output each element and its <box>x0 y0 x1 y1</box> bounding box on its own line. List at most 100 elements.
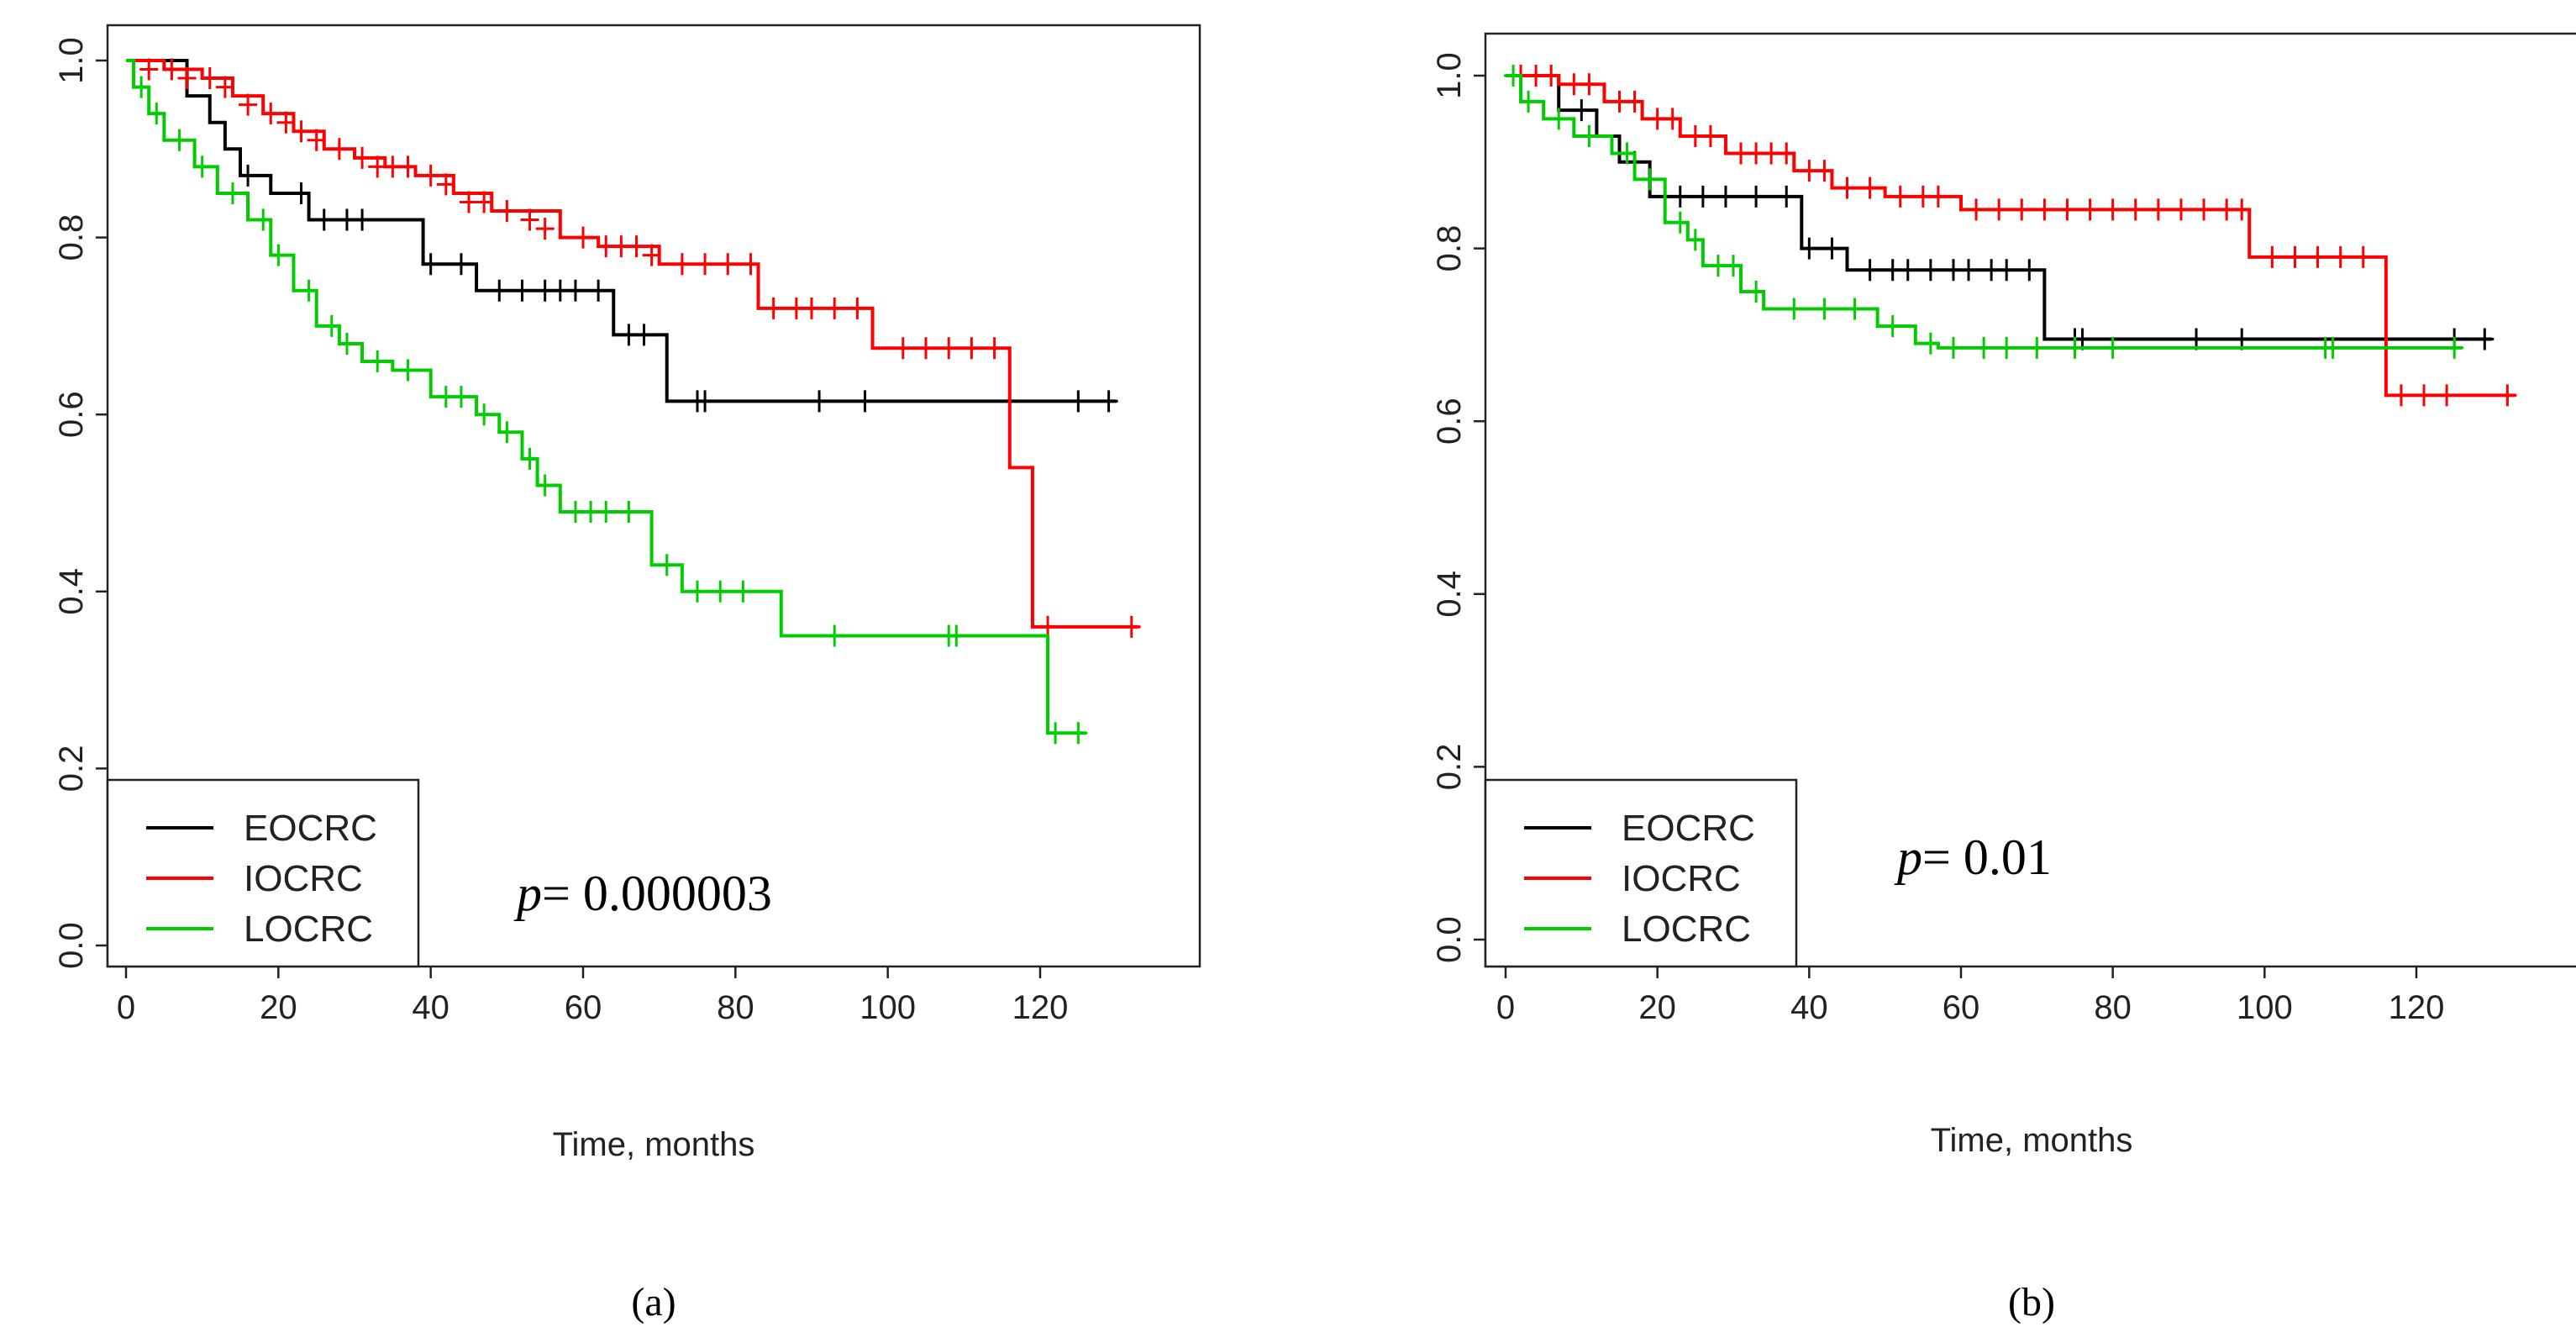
y-tick-label: 0.2 <box>53 745 90 793</box>
censor-mark-eocrc <box>239 164 258 187</box>
censor-mark-iocrc <box>398 155 418 178</box>
x-tick-label: 60 <box>565 989 602 1026</box>
censor-mark-iocrc <box>292 120 311 143</box>
legend-label-eocrc: EOCRC <box>1622 808 1755 849</box>
censor-mark-iocrc <box>718 253 738 276</box>
censor-mark-locrc <box>535 474 555 497</box>
censor-mark-eocrc <box>314 208 334 231</box>
y-tick-label: 0.8 <box>53 214 90 261</box>
p-value-text: = 0.000003 <box>542 866 772 921</box>
censor-mark-eocrc <box>1099 390 1118 413</box>
censor-mark-iocrc <box>436 173 455 196</box>
x-tick-label: 120 <box>1012 989 1069 1026</box>
censor-mark-iocrc <box>177 67 197 90</box>
censor-mark-iocrc <box>139 58 159 81</box>
censor-mark-iocrc <box>421 164 440 187</box>
censor-mark-iocrc <box>2232 198 2252 221</box>
legend-label-iocrc: IOCRC <box>1622 858 1741 899</box>
x-tick-label: 80 <box>2094 989 2132 1026</box>
censor-mark-locrc <box>1815 298 1834 320</box>
censor-mark-iocrc <box>893 337 912 360</box>
legend: EOCRC IOCRC LOCRC <box>1484 778 1798 968</box>
censor-mark-locrc <box>1997 336 2016 359</box>
legend: EOCRC IOCRC LOCRC <box>106 778 420 968</box>
censor-mark-iocrc <box>520 208 539 231</box>
censor-mark-locrc <box>733 580 753 603</box>
x-tick-label: 0 <box>117 989 135 1026</box>
censor-mark-locrc <box>269 244 288 266</box>
censor-mark-iocrc <box>2035 198 2054 221</box>
x-tick-label: 120 <box>2389 989 2445 1026</box>
censor-mark-locrc <box>2323 336 2342 359</box>
censor-mark-eocrc <box>292 182 311 204</box>
x-tick-label: 20 <box>1638 989 1676 1026</box>
p-value-annotation: p= 0.01 <box>1894 830 2052 885</box>
p-value-annotation: p= 0.000003 <box>513 866 772 921</box>
y-tick-label: 0.0 <box>53 922 90 969</box>
censor-mark-eocrc <box>855 390 875 413</box>
censor-mark-eocrc <box>421 253 440 276</box>
censor-mark-locrc <box>1685 229 1705 251</box>
censor-mark-eocrc <box>1747 185 1766 208</box>
censor-mark-iocrc <box>848 297 867 319</box>
censor-mark-locrc <box>657 554 676 577</box>
censor-mark-locrc <box>170 129 189 151</box>
censor-mark-locrc <box>1617 142 1637 165</box>
censor-mark-iocrc <box>1860 176 1879 199</box>
censor-mark-iocrc <box>353 146 372 169</box>
km-curve-iocrc <box>126 59 1139 629</box>
censor-mark-iocrc <box>1542 65 1561 87</box>
legend-box <box>1484 778 1798 968</box>
km-curve-eocrc <box>126 59 1117 403</box>
legend-label-eocrc: EOCRC <box>244 808 377 849</box>
censor-mark-locrc <box>1069 722 1088 745</box>
censor-mark-iocrc <box>475 191 494 213</box>
censor-mark-eocrc <box>513 279 532 302</box>
censor-mark-iocrc <box>939 337 959 360</box>
y-tick-label: 0.2 <box>1431 744 1468 791</box>
x-tick-label: 60 <box>1943 989 1980 1026</box>
x-tick-label: 100 <box>2237 989 2293 1026</box>
censor-mark-locrc <box>2103 336 2122 359</box>
panel-a: 0.0 0.2 0.4 0.6 0.8 1.0 0 20 40 60 80 100 120 EOCRC … <box>53 24 1201 1325</box>
censor-mark-eocrc <box>1693 185 1712 208</box>
x-tick-label: 40 <box>1790 989 1828 1026</box>
censor-mark-locrc <box>451 386 471 408</box>
censor-mark-iocrc <box>2195 198 2214 221</box>
censor-mark-iocrc <box>2103 198 2122 221</box>
censor-mark-locrc <box>1519 90 1538 113</box>
censor-mark-locrc <box>368 350 387 373</box>
censor-mark-eocrc <box>1997 259 2016 282</box>
censor-mark-locrc <box>1883 315 1902 338</box>
censor-mark-eocrc <box>634 324 654 346</box>
p-value-symbol: p <box>1894 830 1922 885</box>
censor-mark-eocrc <box>353 208 372 231</box>
censor-mark-iocrc <box>2285 245 2305 268</box>
censor-mark-locrc <box>2445 336 2464 359</box>
censor-mark-eocrc <box>1822 237 1842 260</box>
y-tick-label: 0.4 <box>1431 571 1468 618</box>
censor-mark-iocrc <box>2263 245 2282 268</box>
censor-mark-eocrc <box>1777 185 1796 208</box>
km-curve-locrc <box>126 59 1086 735</box>
censor-mark-iocrc <box>985 337 1004 360</box>
censor-mark-iocrc <box>2080 198 2100 221</box>
censor-mark-locrc <box>147 103 166 125</box>
censor-mark-locrc <box>223 182 242 204</box>
y-tick-label: 0.0 <box>1431 916 1468 963</box>
censor-mark-iocrc <box>627 235 646 258</box>
censor-mark-iocrc <box>2331 245 2350 268</box>
censor-mark-locrc <box>1580 124 1599 147</box>
censor-mark-locrc <box>1845 298 1864 320</box>
censor-mark-locrc <box>1724 255 1743 277</box>
censor-mark-iocrc <box>1701 124 1720 147</box>
censor-mark-locrc <box>2065 336 2084 359</box>
censor-mark-locrc <box>1747 281 1766 303</box>
censor-mark-locrc <box>947 624 966 647</box>
censor-mark-iocrc <box>642 244 661 266</box>
censor-mark-iocrc <box>2498 384 2517 407</box>
censor-mark-iocrc <box>696 253 715 276</box>
censor-mark-iocrc <box>162 58 181 81</box>
x-tick-label: 80 <box>717 989 754 1026</box>
censor-mark-iocrc <box>2353 245 2373 268</box>
